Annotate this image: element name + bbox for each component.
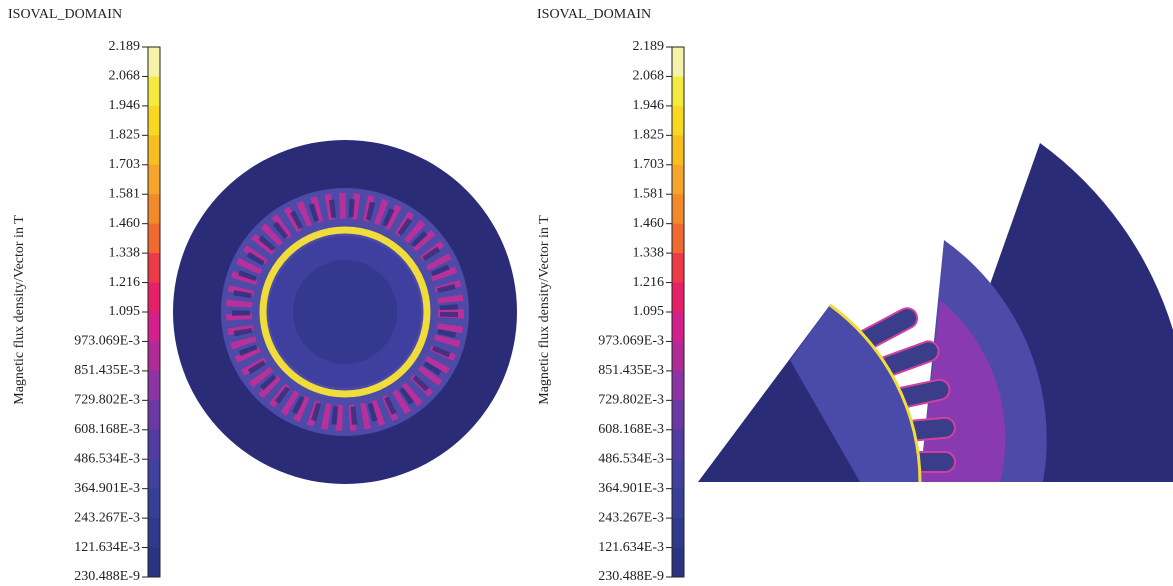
colorbar-tick-label: 1.338 [109,245,141,260]
colorbar-tick-label: 1.703 [633,157,665,172]
colorbar-band [148,253,160,283]
colorbar-band [672,165,684,195]
colorbar-band [148,283,160,313]
colorbar-band [148,135,160,165]
colorbar-tick-label: 230.488E-9 [74,569,140,584]
colorbar-band [148,224,160,254]
colorbar-tick-label: 851.435E-3 [74,363,140,378]
colorbar-band [148,341,160,371]
colorbar-band [672,135,684,165]
colorbar-band [672,253,684,283]
colorbar-band [148,459,160,489]
colorbar-tick-label: 1.703 [109,157,141,172]
colorbar-band [672,224,684,254]
figure: ISOVAL_DOMAIN Magnetic flux density/Vecto… [0,0,1173,586]
colorbar-band [672,47,684,77]
colorbar-tick-label: 1.946 [633,98,665,113]
colorbar-tick-label: 230.488E-9 [598,569,664,584]
colorbar-tick-label: 1.216 [633,275,665,290]
colorbar-tick-label: 1.460 [633,216,665,231]
colorbar-tick-label: 2.189 [109,39,141,54]
colorbar-tick-label: 2.068 [633,69,665,84]
colorbar-tick-label: 364.901E-3 [74,481,140,496]
colorbar-band [148,430,160,460]
colorbar-tick-label: 364.901E-3 [598,481,664,496]
colorbar-band [672,341,684,371]
colorbar-band [148,194,160,224]
colorbar-tick-label: 486.534E-3 [74,451,140,466]
colorbar-band [148,165,160,195]
colorbar-tick-label: 973.069E-3 [598,334,664,349]
colorbar-tick-label: 121.634E-3 [74,540,140,555]
colorbar-tick-label: 2.189 [633,39,665,54]
colorbar-tick-label: 1.825 [109,128,141,143]
colorbar-title: ISOVAL_DOMAIN [537,7,651,22]
motor-sector-view [698,143,1173,482]
colorbar-band [672,371,684,401]
colorbar-tick-label: 1.095 [633,304,665,319]
colorbar-tick-label: 729.802E-3 [74,393,140,408]
colorbar-tick-label: 1.460 [109,216,141,231]
colorbar-band [672,548,684,578]
colorbar-band [672,430,684,460]
colorbar-band [672,312,684,342]
colorbar-tick-label: 608.168E-3 [74,422,140,437]
colorbar-tick-label: 1.825 [633,128,665,143]
colorbar-band [148,312,160,342]
colorbar-band [148,371,160,401]
colorbar-tick-label: 243.267E-3 [74,510,140,525]
colorbar-band [148,518,160,548]
colorbar-tick-label: 973.069E-3 [74,334,140,349]
colorbar-band [148,106,160,136]
colorbar-band [148,47,160,77]
colorbar-band [672,283,684,313]
motor-full-view [173,140,517,484]
colorbar-band [672,400,684,430]
colorbar-tick-label: 243.267E-3 [598,510,664,525]
colorbar-axis-label: Magnetic flux density/Vector in T [537,215,552,405]
colorbar-band [672,106,684,136]
colorbar-band [672,76,684,106]
colorbar-tick-label: 608.168E-3 [598,422,664,437]
colorbar-tick-label: 1.581 [109,186,141,201]
colorbar-band [672,194,684,224]
colorbar-band [148,76,160,106]
colorbar-tick-label: 851.435E-3 [598,363,664,378]
colorbar-band [672,459,684,489]
colorbar-title: ISOVAL_DOMAIN [8,7,122,22]
colorbar-band [148,548,160,578]
colorbar-band [672,489,684,519]
colorbar-tick-label: 486.534E-3 [598,451,664,466]
colorbar-band [148,489,160,519]
colorbar-tick-label: 1.095 [109,304,141,319]
colorbar-tick-label: 1.338 [633,245,665,260]
colorbar-tick-label: 2.068 [109,69,141,84]
colorbar-tick-label: 1.216 [109,275,141,290]
colorbar-axis-label: Magnetic flux density/Vector in T [12,215,27,405]
colorbar-tick-label: 1.946 [109,98,141,113]
colorbar-band [148,400,160,430]
colorbar-tick-label: 121.634E-3 [598,540,664,555]
colorbar-tick-label: 1.581 [633,186,665,201]
colorbar-tick-label: 729.802E-3 [598,393,664,408]
colorbar-band [672,518,684,548]
